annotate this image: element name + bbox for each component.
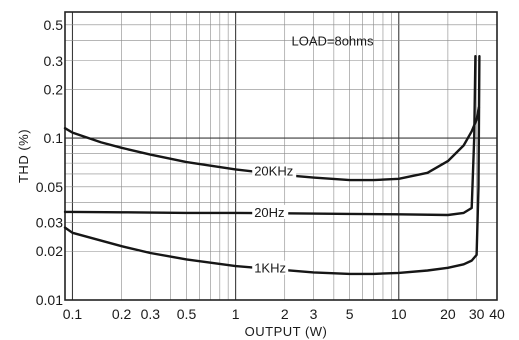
series-labels: 20KHz 20Hz 1KHz [252,163,297,276]
series-label-background [252,204,289,219]
y-tick-label: 0.1 [44,130,64,146]
y-tick-label: 0.2 [44,81,64,97]
y-tick-label: 0.01 [36,292,63,308]
x-tick-label: 1 [232,306,240,322]
y-tick-label: 0.03 [36,215,63,231]
grid [65,11,498,301]
series-label-20hz: 20Hz [254,205,284,220]
series-label-20khz: 20KHz [254,164,293,179]
y-tick-label: 0.05 [36,179,63,195]
x-tick-label: 20 [440,306,456,322]
series-label-1khz: 1KHz [254,261,286,276]
x-axis-label: OUTPUT (W) [245,324,328,339]
series-label-background [252,260,289,275]
y-tick-labels: 0.01 0.02 0.03 0.05 0.1 0.2 0.3 0.5 [36,17,63,308]
x-tick-label: 40 [489,306,505,322]
x-tick-labels: 0.1 0.2 0.3 0.5 1 2 3 5 10 20 30 40 [63,306,505,322]
x-tick-label: 0.5 [177,306,197,322]
x-tick-label: 0.1 [63,306,83,322]
series-label-background [252,163,297,178]
x-tick-label: 2 [281,306,289,322]
series-curves [63,55,481,276]
x-tick-label: 10 [391,306,407,322]
x-tick-label: 30 [469,306,485,322]
y-axis-label: THD (%) [16,129,31,183]
y-tick-label: 0.02 [36,243,63,259]
x-tick-label: 0.2 [112,306,132,322]
x-tick-label: 5 [346,306,354,322]
series-line-20khz [63,106,481,182]
plot-frame [64,11,498,301]
x-tick-label: 3 [310,306,318,322]
x-tick-label: 0.3 [141,306,161,322]
load-annotation: LOAD=8ohms [291,34,374,49]
y-tick-label: 0.5 [44,17,64,33]
series-line-1khz [63,55,481,276]
y-tick-label: 0.3 [44,53,64,69]
series-line-20hz [63,55,477,217]
